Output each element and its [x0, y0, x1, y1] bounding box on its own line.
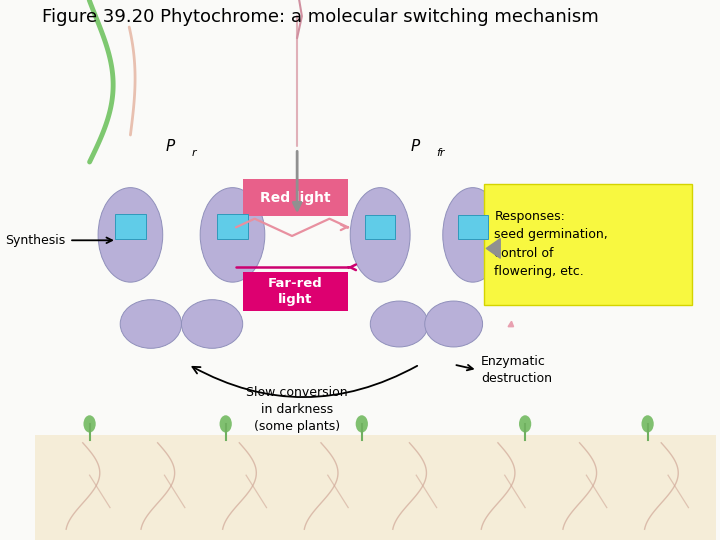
Ellipse shape: [519, 415, 531, 433]
Text: Red light: Red light: [260, 191, 330, 205]
Text: fr: fr: [436, 147, 445, 158]
Ellipse shape: [425, 301, 482, 347]
FancyArrowPatch shape: [486, 239, 500, 258]
FancyBboxPatch shape: [217, 214, 248, 239]
Ellipse shape: [642, 415, 654, 433]
Text: Responses:
seed germination,
control of
flowering, etc.: Responses: seed germination, control of …: [495, 210, 608, 278]
Text: Synthesis: Synthesis: [6, 234, 66, 247]
Ellipse shape: [350, 188, 410, 282]
Ellipse shape: [370, 301, 428, 347]
FancyBboxPatch shape: [485, 184, 692, 305]
Text: Figure 39.20 Phytochrome: a molecular switching mechanism: Figure 39.20 Phytochrome: a molecular sw…: [42, 8, 599, 26]
Polygon shape: [508, 321, 513, 327]
Ellipse shape: [181, 300, 243, 348]
FancyBboxPatch shape: [458, 215, 487, 239]
Ellipse shape: [200, 188, 265, 282]
Ellipse shape: [120, 300, 181, 348]
FancyBboxPatch shape: [35, 435, 716, 540]
Ellipse shape: [84, 415, 96, 433]
Text: r: r: [192, 147, 197, 158]
FancyArrowPatch shape: [192, 366, 417, 397]
Text: Enzymatic
destruction: Enzymatic destruction: [481, 355, 552, 385]
Text: Far-red
light: Far-red light: [268, 276, 323, 306]
Ellipse shape: [220, 415, 232, 433]
FancyBboxPatch shape: [243, 272, 348, 310]
Text: P: P: [410, 139, 420, 154]
Ellipse shape: [443, 188, 503, 282]
FancyBboxPatch shape: [114, 214, 146, 239]
FancyBboxPatch shape: [243, 179, 348, 216]
Ellipse shape: [356, 415, 368, 433]
Text: P: P: [166, 139, 175, 154]
FancyBboxPatch shape: [365, 215, 395, 239]
Ellipse shape: [98, 188, 163, 282]
Text: Slow conversion
in darkness
(some plants): Slow conversion in darkness (some plants…: [246, 386, 348, 433]
